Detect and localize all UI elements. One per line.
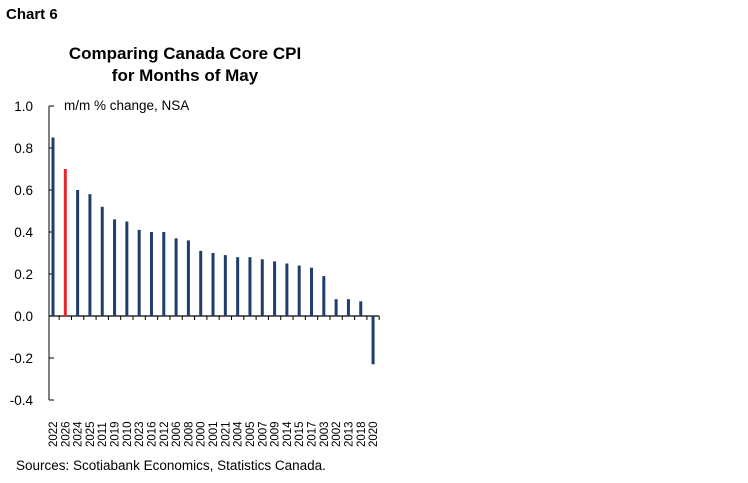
- bar-2020: [371, 316, 375, 365]
- x-tick-label: 2006: [171, 421, 183, 447]
- bar-2004: [236, 257, 240, 316]
- bar-2018: [359, 301, 363, 316]
- chart-number-label: Chart 6: [6, 6, 58, 23]
- y-tick-label: 0.4: [14, 225, 33, 240]
- bar-2022: [51, 137, 55, 316]
- x-tick-label: 2008: [183, 421, 195, 447]
- x-tick-label: 2016: [146, 421, 158, 447]
- bar-2011: [100, 206, 104, 316]
- bar-2000: [199, 250, 203, 316]
- x-tick-label: 2002: [331, 421, 343, 447]
- x-tick-label: 2019: [110, 421, 122, 447]
- bar-2016: [149, 232, 153, 316]
- y-tick-label: 0.8: [14, 141, 33, 156]
- bar-2002: [334, 299, 338, 316]
- bar-2014: [285, 263, 289, 316]
- y-tick-label: 1.0: [14, 99, 33, 114]
- x-tick-label: 2024: [73, 421, 85, 447]
- x-tick-label: 2009: [270, 421, 282, 447]
- bar-2013: [346, 299, 350, 316]
- x-tick-label: 2012: [159, 421, 171, 447]
- x-tick-label: 2014: [282, 421, 294, 447]
- chart-title-line-2: for Months of May: [111, 66, 259, 85]
- bar-2008: [186, 240, 190, 316]
- x-tick-label: 2004: [233, 421, 245, 447]
- y-tick-label: -0.4: [10, 393, 34, 408]
- x-tick-label: 2022: [48, 421, 60, 447]
- y-tick-label: 0.2: [14, 267, 33, 282]
- x-tick-label: 2000: [196, 421, 208, 447]
- bar-2007: [260, 259, 264, 316]
- y-tick-label: -0.2: [10, 351, 33, 366]
- bar-2005: [248, 257, 252, 316]
- bar-2024: [76, 190, 80, 316]
- bar-2019: [113, 219, 117, 316]
- x-tick-label: 2005: [245, 421, 257, 447]
- bar-2015: [297, 265, 301, 316]
- bar-2021: [223, 255, 227, 316]
- y-axis-label: m/m % change, NSA: [64, 98, 190, 113]
- x-tick-label: 2017: [307, 421, 319, 447]
- bar-2010: [125, 221, 129, 316]
- x-tick-label: 2026: [60, 421, 72, 447]
- x-tick-label: 2020: [368, 421, 380, 447]
- x-tick-label: 2018: [356, 421, 368, 447]
- x-tick-label: 2011: [97, 422, 109, 447]
- x-tick-label: 2015: [294, 421, 306, 447]
- x-tick-label: 2023: [134, 421, 146, 447]
- x-tick-label: 2003: [319, 421, 331, 447]
- bar-2012: [162, 232, 166, 316]
- x-tick-label: 2001: [208, 421, 220, 447]
- x-tick-label: 2013: [343, 421, 355, 447]
- bars: [51, 137, 380, 365]
- x-tick-label: 2007: [257, 421, 269, 447]
- chart-title: Comparing Canada Core CPI for Months of …: [40, 43, 330, 87]
- bar-2001: [211, 253, 215, 316]
- bar-2006: [174, 238, 178, 316]
- bar-2003: [322, 276, 326, 316]
- source-note: Sources: Scotiabank Economics, Statistic…: [16, 458, 326, 473]
- bar-2026: [63, 169, 67, 316]
- y-tick-label: 0.6: [14, 183, 33, 198]
- x-tick-label: 2021: [220, 421, 232, 447]
- x-axis-labels: 2022 2026 2024 2025 2011 2019 2010 2023 2016 2012…: [48, 421, 380, 447]
- chart-title-line-1: Comparing Canada Core CPI: [68, 44, 302, 63]
- x-tick-label: 2010: [122, 421, 134, 447]
- bar-2025: [88, 194, 92, 316]
- bar-2023: [137, 229, 141, 316]
- bar-2009: [273, 261, 277, 316]
- y-tick-label: 0.0: [14, 309, 33, 324]
- bar-2017: [310, 267, 314, 316]
- x-tick-label: 2025: [85, 421, 97, 447]
